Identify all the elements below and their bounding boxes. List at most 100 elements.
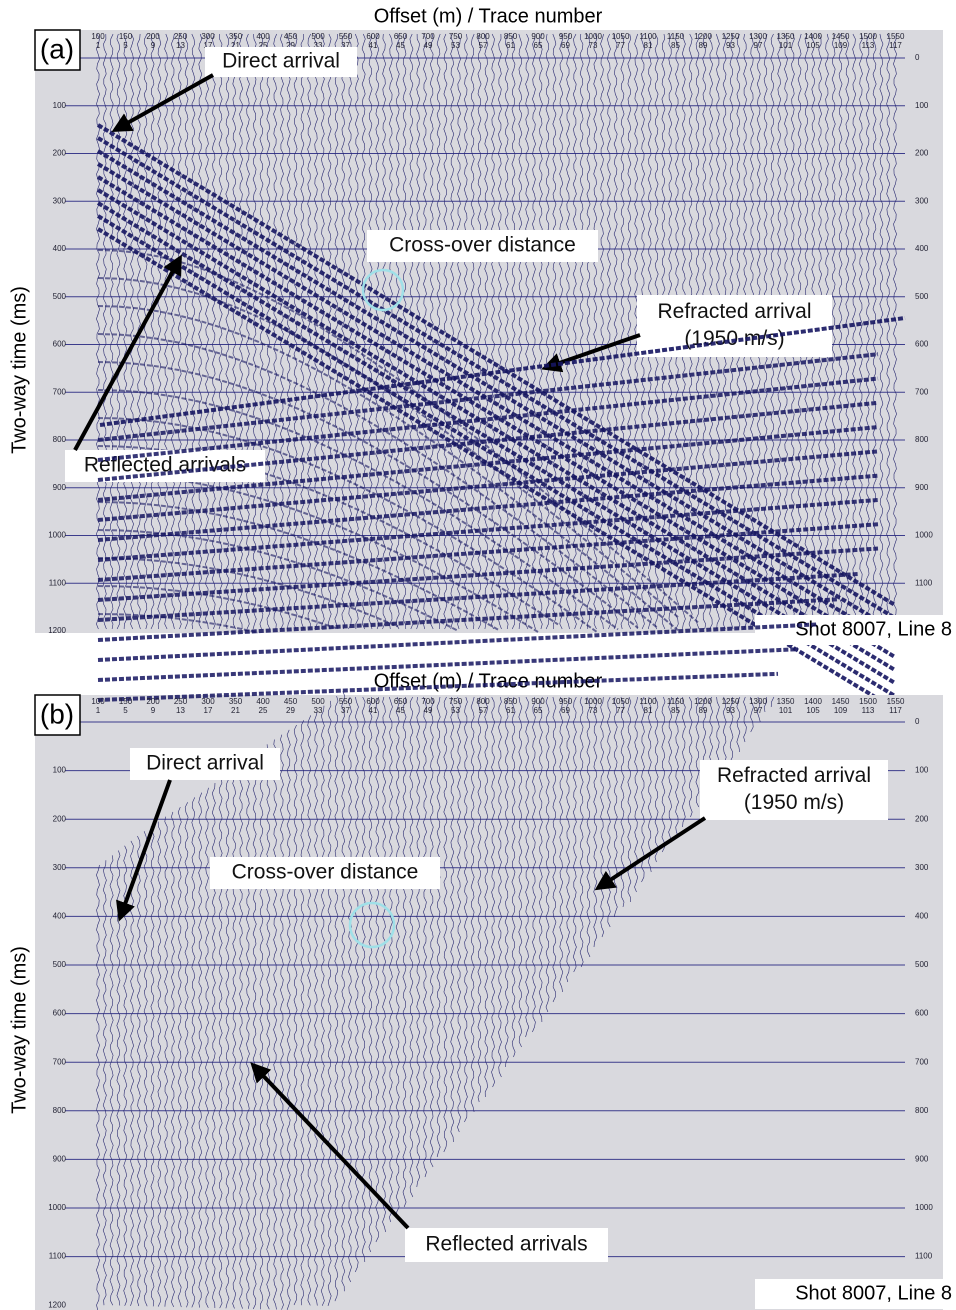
offset-label: 750 [449, 32, 463, 41]
offset-label: 800 [476, 697, 490, 706]
trace-label: 13 [176, 706, 185, 715]
trace-label: 73 [589, 706, 598, 715]
event [97, 400, 879, 482]
event [97, 613, 259, 634]
trace-label: 65 [534, 706, 543, 715]
trace [511, 696, 516, 1058]
trace [96, 864, 100, 1310]
trace [157, 33, 162, 630]
annotation: Direct arrival [222, 50, 340, 73]
trace [504, 696, 509, 1068]
trace [252, 753, 257, 1310]
offset-label: 650 [394, 32, 408, 41]
y-tick-label: 400 [53, 244, 67, 253]
trace-label: 37 [341, 41, 350, 50]
y-tick-label: 600 [915, 1009, 929, 1018]
trace [395, 696, 400, 1218]
offset-label: 200 [146, 697, 160, 706]
offset-label: 1550 [887, 32, 905, 41]
trace-label: 101 [779, 41, 793, 50]
trace [852, 33, 857, 630]
trace [886, 33, 891, 630]
trace [566, 33, 570, 630]
trace-label: 85 [671, 706, 680, 715]
trace [327, 700, 332, 1306]
trace [586, 696, 591, 958]
offset-label: 1300 [749, 32, 767, 41]
y-tick-label: 900 [915, 1155, 929, 1164]
trace [279, 734, 284, 1310]
trace [368, 696, 373, 1253]
event [97, 671, 779, 702]
trace-label: 93 [726, 706, 735, 715]
trace [634, 33, 639, 630]
offset-label: 850 [504, 32, 518, 41]
trace-label: 25 [259, 706, 268, 715]
trace [763, 696, 768, 713]
trace [314, 33, 318, 630]
offset-label: 550 [339, 697, 353, 706]
trace [423, 33, 427, 630]
offset-label: 950 [559, 697, 573, 706]
event [97, 572, 859, 622]
trace [341, 691, 346, 1292]
annotation: (1950 m/s) [744, 791, 844, 814]
event [97, 522, 879, 582]
trace-label: 45 [396, 41, 405, 50]
trace-label: 29 [286, 706, 295, 715]
trace-label: 33 [314, 706, 323, 715]
trace-label: 89 [699, 706, 708, 715]
trace-label: 109 [834, 41, 848, 50]
offset-label: 200 [146, 32, 160, 41]
y-tick-label: 600 [915, 340, 929, 349]
y-tick-label: 400 [53, 912, 67, 921]
trace-label: 49 [424, 41, 433, 50]
event [97, 361, 639, 629]
trace [320, 705, 325, 1306]
trace-label: 57 [479, 706, 488, 715]
trace [497, 696, 502, 1078]
offset-label: 400 [256, 697, 270, 706]
trace-label: 25 [259, 41, 268, 50]
trace [450, 696, 455, 1143]
trace [382, 33, 387, 630]
offset-label: 1450 [832, 697, 850, 706]
offset-label: 750 [449, 697, 463, 706]
offset-label: 1250 [722, 697, 740, 706]
panel-label-box [34, 694, 81, 736]
offset-label: 900 [531, 32, 545, 41]
trace [729, 696, 734, 763]
trace-label: 9 [151, 706, 156, 715]
y-tick-label: 1200 [48, 1300, 66, 1309]
event [97, 305, 679, 632]
offset-label: 1500 [859, 32, 877, 41]
event [97, 376, 879, 462]
trace [279, 33, 284, 630]
trace [218, 33, 223, 630]
annotation: Refracted arrival [657, 300, 811, 323]
trace [695, 696, 700, 808]
y-tick-label: 1000 [915, 531, 933, 540]
trace [177, 33, 182, 630]
y-axis-title: Two-way time (ms) [8, 946, 30, 1114]
trace-label: 33 [314, 41, 323, 50]
trace-label: 61 [506, 706, 515, 715]
trace [750, 696, 754, 733]
trace [416, 696, 421, 1188]
trace [109, 855, 114, 1306]
arrow [116, 779, 172, 922]
panel: Offset (m) / Trace number Two-way time (m… [8, 5, 955, 711]
trace [545, 696, 550, 1013]
trace [831, 33, 836, 630]
trace [170, 33, 175, 630]
trace [348, 696, 352, 1283]
trace-label: 1 [96, 41, 101, 50]
trace-label: 9 [151, 41, 156, 50]
trace [457, 696, 461, 1133]
annotation-box [205, 47, 357, 77]
offset-label: 500 [311, 697, 325, 706]
trace [184, 802, 189, 1308]
y-tick-label: 300 [53, 196, 67, 205]
offset-label: 600 [366, 697, 380, 706]
trace [470, 696, 475, 1113]
